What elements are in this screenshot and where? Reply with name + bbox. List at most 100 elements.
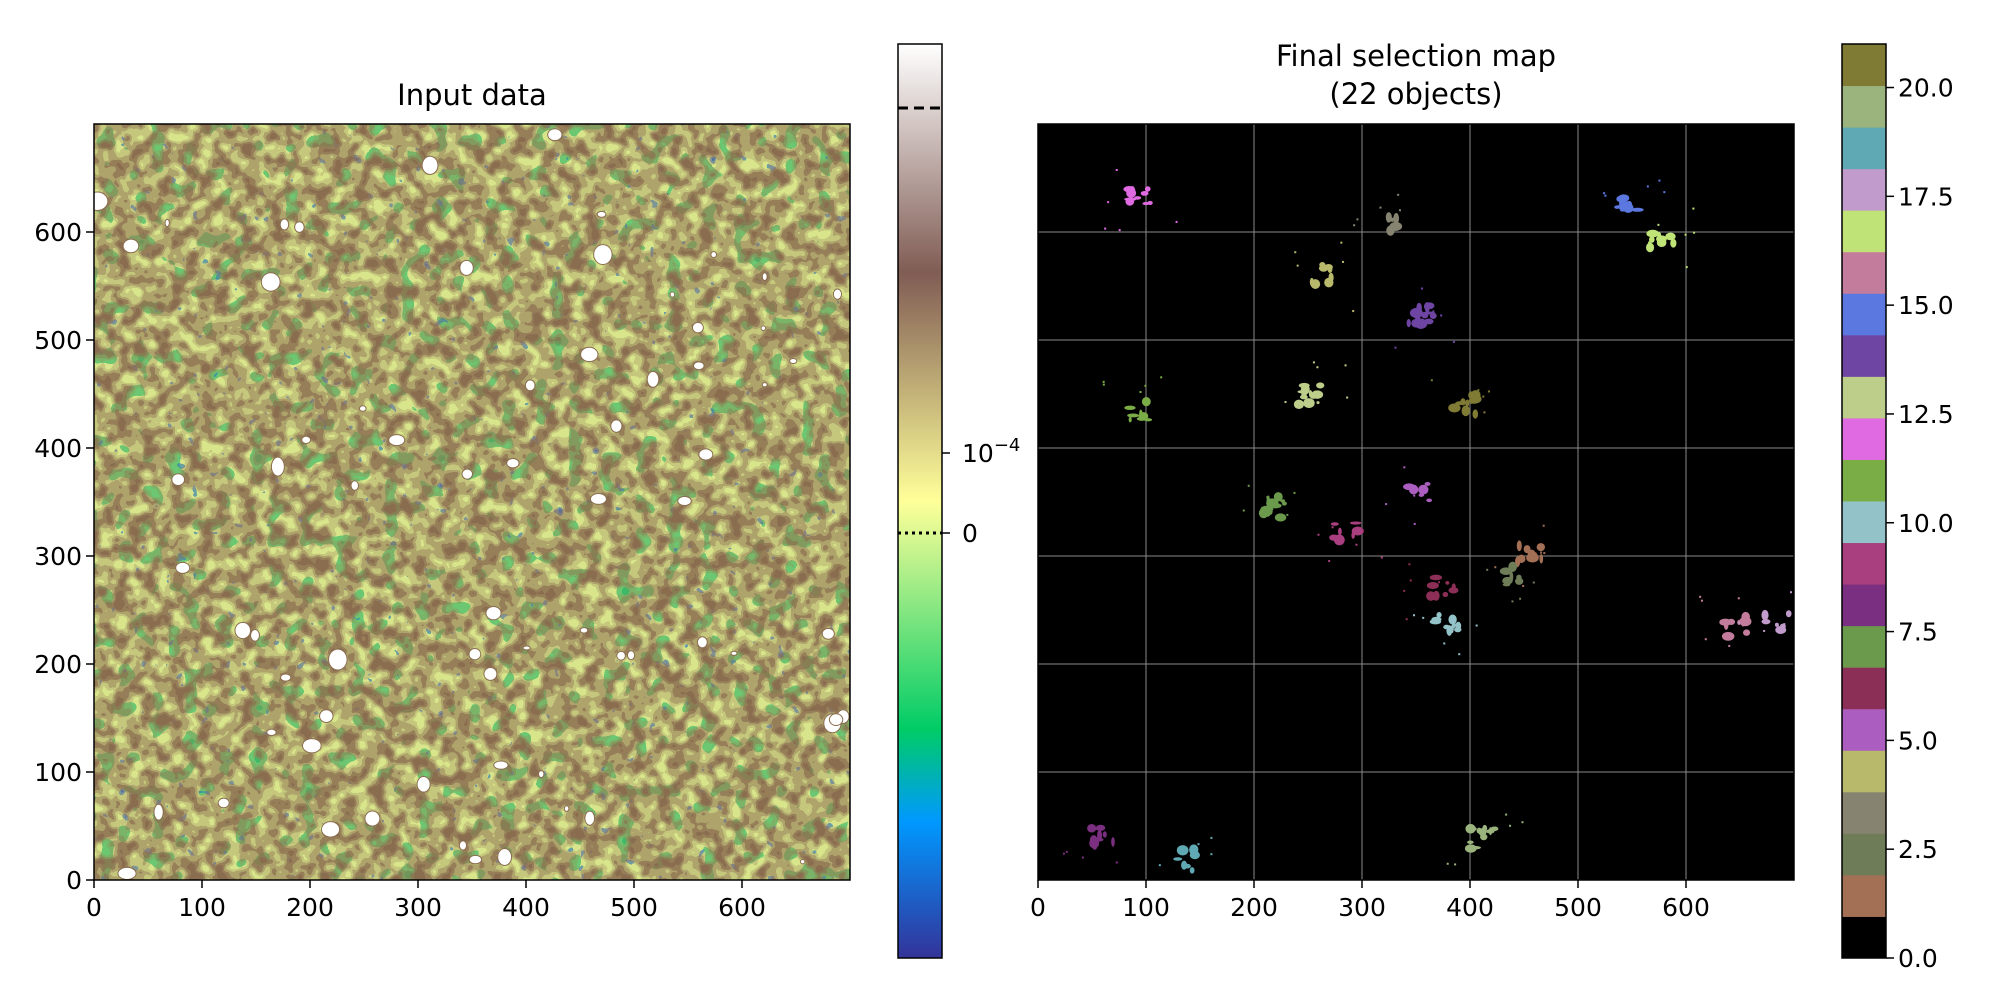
selection-map-panel: Final selection map (22 objects) 0 100 200…	[1030, 39, 1795, 922]
object-speck	[1104, 227, 1107, 230]
selected-object	[1284, 361, 1349, 410]
selected-object	[1603, 179, 1666, 213]
object-speck	[1482, 395, 1485, 398]
input-island	[789, 357, 798, 365]
object-speck	[1685, 266, 1688, 269]
x-tick-label: 0	[1030, 893, 1046, 922]
object-speck	[1432, 310, 1435, 313]
object-blob	[1183, 863, 1191, 869]
object-blob	[1316, 382, 1325, 389]
object-blob	[1490, 826, 1499, 831]
object-speck	[1437, 581, 1440, 584]
selected-object	[1738, 591, 1793, 634]
object-speck	[1532, 581, 1535, 584]
object-speck	[1701, 599, 1704, 602]
colorbar-swatch	[1842, 44, 1886, 87]
object-blob	[1176, 845, 1189, 856]
input-island	[589, 493, 607, 505]
object-blob	[1418, 493, 1425, 497]
object-speck	[1405, 618, 1408, 621]
object-blob	[1614, 205, 1620, 209]
input-island	[506, 457, 520, 469]
object-blob	[1465, 399, 1470, 407]
colorbar-tick-label: 20.0	[1898, 74, 1954, 103]
object-blob	[1143, 418, 1153, 422]
object-speck	[1699, 595, 1702, 598]
object-speck	[1494, 566, 1497, 569]
object-blob	[1097, 829, 1103, 841]
object-speck	[1062, 852, 1065, 855]
x-tick-label: 200	[1230, 893, 1278, 922]
colorbar-tick-label: 10−4	[962, 435, 1020, 468]
x-tick-label: 600	[718, 893, 766, 922]
object-blob	[1741, 619, 1745, 627]
input-island	[319, 709, 334, 724]
object-speck	[1160, 376, 1163, 379]
object-speck	[1380, 556, 1383, 559]
input-island	[691, 321, 704, 334]
object-blob	[1258, 507, 1269, 519]
input-island	[832, 288, 843, 300]
object-speck	[1403, 589, 1406, 592]
object-blob	[1436, 612, 1442, 618]
object-blob	[1774, 622, 1779, 627]
object-speck	[1379, 206, 1382, 209]
input-island	[522, 645, 531, 651]
object-speck	[1107, 201, 1110, 204]
object-blob	[1389, 221, 1403, 231]
object-speck	[1440, 314, 1443, 317]
object-blob	[1719, 618, 1732, 626]
object-speck	[1403, 466, 1406, 469]
selection-map-objects	[1062, 168, 1793, 880]
object-speck	[1317, 533, 1320, 536]
input-island	[217, 797, 230, 809]
input-island	[677, 495, 692, 507]
object-blob	[1189, 867, 1195, 874]
colorbar-swatch	[1842, 501, 1886, 544]
input-island	[301, 435, 312, 444]
object-speck	[1353, 224, 1356, 227]
object-blob	[1424, 302, 1431, 311]
object-speck	[1604, 194, 1607, 197]
object-speck	[1385, 503, 1388, 506]
object-blob	[1274, 513, 1287, 522]
object-speck	[1413, 522, 1416, 525]
colorbar-swatch	[1842, 210, 1886, 253]
object-blob	[1443, 624, 1450, 630]
selected-object	[1430, 379, 1490, 419]
input-island	[596, 210, 607, 218]
object-blob	[1093, 826, 1105, 831]
object-blob	[1293, 399, 1305, 410]
input-island	[696, 636, 708, 649]
object-blob	[1626, 200, 1633, 208]
object-blob	[1333, 534, 1345, 546]
object-speck	[1210, 836, 1213, 839]
colorbar-swatch	[1842, 127, 1886, 170]
input-island	[646, 370, 660, 388]
colorbar-swatch	[1842, 833, 1886, 876]
object-blob	[1631, 207, 1644, 212]
object-blob	[1761, 609, 1769, 621]
selected-object	[1104, 168, 1178, 232]
object-blob	[1127, 413, 1140, 418]
object-blob	[1515, 577, 1524, 585]
object-speck	[1296, 264, 1299, 267]
object-speck	[1505, 813, 1508, 816]
object-speck	[1663, 191, 1666, 194]
colorbar-swatch	[1842, 168, 1886, 211]
object-blob	[1471, 400, 1478, 404]
object-blob	[1431, 616, 1442, 623]
object-speck	[1413, 494, 1416, 497]
input-island	[626, 650, 636, 661]
object-blob	[1455, 401, 1467, 406]
input-island	[320, 821, 341, 838]
colorbar-swatch	[1842, 459, 1886, 502]
object-blob	[1316, 401, 1320, 405]
object-blob	[1337, 527, 1342, 536]
y-tick-label: 400	[34, 434, 82, 463]
object-speck	[1692, 207, 1695, 210]
object-speck	[1790, 591, 1793, 594]
input-island	[730, 650, 738, 656]
object-blob	[1448, 587, 1459, 594]
colorbar-swatch	[1842, 750, 1886, 793]
